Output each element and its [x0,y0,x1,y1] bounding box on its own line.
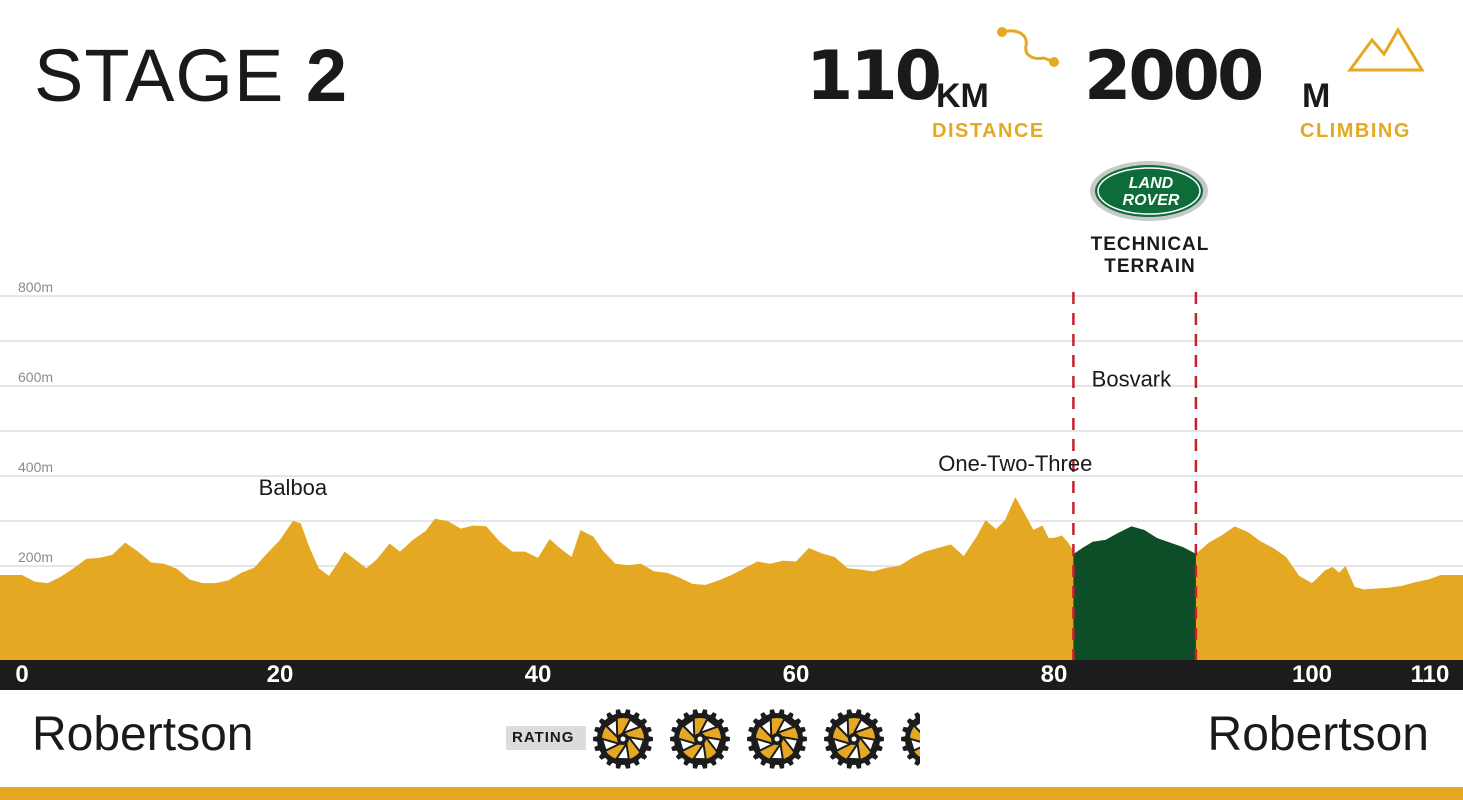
logo-line2: ROVER [1123,192,1180,209]
partial-cog [901,712,920,766]
x-tick-label: 110 [1410,661,1450,688]
mountain-icon [1347,27,1425,72]
climbing-value: 2000 [1084,37,1264,116]
cog-icon [593,709,653,769]
climbing-label: CLIMBING [1300,120,1411,142]
x-tick-label: 40 [524,661,552,688]
cog-icon [670,709,730,769]
rating-cogs [593,709,920,769]
technical-terrain-label: TECHNICAL TERRAIN [1070,234,1230,278]
y-tick-label: 800m [18,279,53,295]
distance-label: DISTANCE [932,120,1045,142]
start-location: Robertson [32,708,254,761]
distance-unit: KM [936,77,989,115]
x-tick-label: 20 [266,661,294,688]
x-axis-bar [0,660,1463,690]
y-tick-labels: 200m 400m 600m 800m [18,279,53,565]
climb-label: Balboa [259,475,328,500]
y-tick-label: 600m [18,369,53,385]
x-tick-label: 80 [1040,661,1068,688]
finish-location: Robertson [1207,708,1429,761]
x-tick-label: 60 [782,661,810,688]
x-tick-label: 100 [1291,661,1333,688]
cog-icon [824,709,884,769]
climb-label: One-Two-Three [938,451,1092,476]
difficulty-rating [590,706,920,772]
route-squiggle-icon [997,27,1059,67]
footer-stripe [0,787,1463,800]
climb-label: Bosvark [1092,366,1172,391]
stage-title: STAGE 2 [34,36,348,116]
distance-stat: 110 KM DISTANCE [806,27,1066,142]
technical-section-area [1073,526,1196,660]
climbing-unit: M [1302,77,1331,115]
technical-label-line2: TERRAIN [1104,256,1196,277]
distance-value: 110 [806,37,942,116]
climb-labels: Balboa One-Two-Three Bosvark [259,366,1172,500]
climbing-stat: 2000 M CLIMBING [1084,27,1434,142]
x-tick-label: 0 [15,661,29,688]
land-rover-logo: LAND ROVER [1090,161,1208,221]
cog-icon [901,712,920,766]
y-tick-label: 400m [18,459,53,475]
cog-icon [747,709,807,769]
technical-label-line1: TECHNICAL [1090,234,1210,255]
rating-label: RATING [506,726,586,750]
logo-line1: LAND [1129,175,1174,192]
stage-number: 2 [305,34,349,117]
stage-prefix: STAGE [34,34,285,117]
y-tick-label: 200m [18,549,53,565]
